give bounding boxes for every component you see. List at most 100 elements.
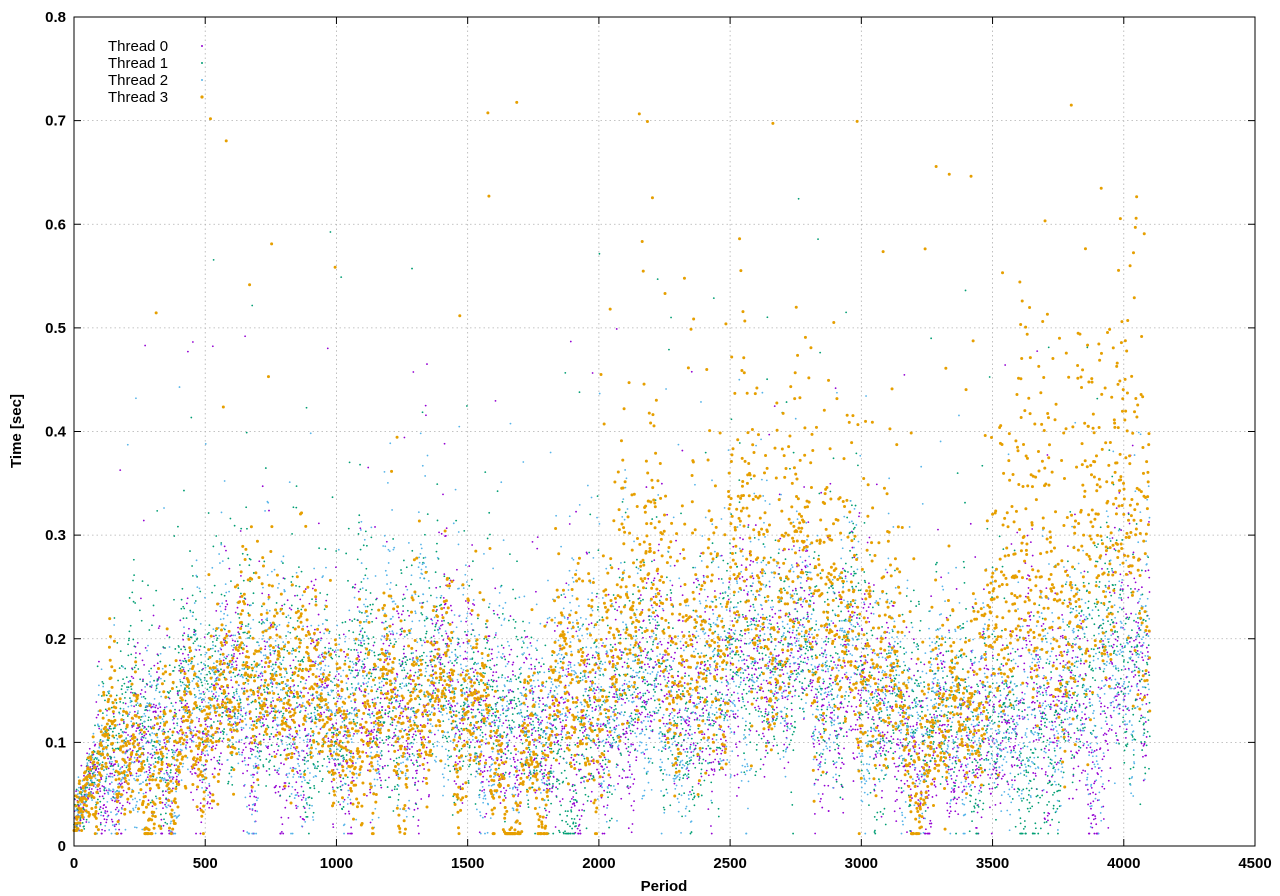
data-point [586,662,589,665]
data-point [943,666,946,669]
data-point [339,715,342,717]
data-point [153,710,155,713]
data-point [533,757,536,760]
data-point [265,770,268,772]
data-point [455,782,458,785]
data-point [203,693,206,696]
data-point [817,665,820,668]
data-point [286,747,289,750]
data-point [674,651,676,654]
data-point [100,778,103,781]
data-point [75,788,78,791]
data-point [743,642,746,645]
data-point [196,730,198,733]
data-point [103,785,105,788]
data-point [167,730,170,733]
data-point [1038,666,1041,669]
data-point [899,714,902,717]
data-point [1087,817,1090,820]
data-point [1027,592,1030,595]
data-point [1098,646,1101,649]
data-point [850,573,852,575]
data-point [144,647,147,649]
data-point [624,736,627,739]
data-point [189,770,192,773]
data-point [911,763,914,766]
data-point [173,535,176,537]
data-point [905,626,908,629]
data-point [214,747,217,750]
data-point [594,656,596,659]
data-point [277,749,279,752]
data-point [163,818,165,821]
data-point [1086,788,1089,791]
data-point [975,732,978,734]
data-point [1092,800,1095,803]
data-point [916,775,919,778]
data-point [292,659,295,662]
data-point [919,802,922,805]
data-point [735,613,738,616]
data-point [1028,640,1031,643]
data-point [130,691,132,694]
data-point [681,631,683,633]
data-point [197,761,200,764]
data-point [382,642,385,645]
data-point [159,706,162,709]
data-point [1142,659,1145,662]
data-point [504,797,507,799]
data-point [288,795,291,798]
data-point [425,414,427,417]
data-point [1083,662,1086,665]
data-point [428,794,430,796]
data-point [1109,714,1112,717]
data-point [957,813,960,816]
data-point [667,676,670,679]
data-point [298,725,301,728]
data-point [183,670,186,673]
data-point [169,690,172,692]
data-point [175,775,178,778]
data-point [1036,695,1038,698]
data-point [275,602,278,604]
data-point [280,816,283,819]
data-point [232,655,235,658]
data-point [853,611,856,614]
data-point [1106,706,1109,709]
data-point [288,782,291,785]
data-point [1084,713,1086,716]
data-point [461,802,464,804]
data-point [553,705,556,707]
data-point [412,733,415,736]
data-point [142,678,144,681]
data-point [422,715,424,718]
data-point [241,715,244,718]
data-point [270,755,273,758]
data-point [102,797,105,800]
data-point [121,766,124,768]
data-point [221,711,224,714]
data-point [559,800,561,803]
data-point [1109,677,1112,679]
data-point [618,649,621,651]
data-point [231,659,234,662]
data-point [202,743,205,746]
data-point [1059,662,1062,665]
data-point [609,776,612,779]
data-point [626,776,629,779]
data-point [126,801,129,804]
data-point [253,795,256,798]
data-point [214,767,216,770]
data-point [697,579,699,582]
data-point [554,826,557,828]
data-point [541,719,544,722]
data-point [409,669,412,672]
data-point [219,731,222,734]
data-point [465,691,468,694]
data-point [211,695,214,698]
data-point [152,614,155,617]
data-point [203,646,206,648]
data-point [683,682,686,684]
data-point [762,690,765,693]
data-point [739,537,741,539]
